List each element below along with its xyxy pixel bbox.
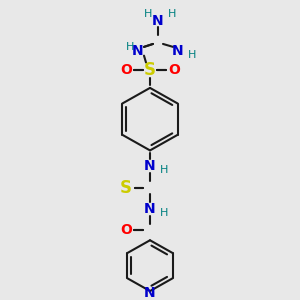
Text: N: N (144, 286, 156, 300)
Text: H: H (168, 9, 176, 19)
Text: S: S (144, 61, 156, 79)
Text: N: N (144, 159, 156, 173)
Text: H: H (144, 9, 152, 19)
Text: H: H (160, 165, 168, 175)
Text: S: S (120, 178, 132, 196)
Text: N: N (172, 44, 184, 58)
Text: H: H (188, 50, 196, 60)
Text: H: H (126, 42, 134, 52)
Text: O: O (120, 224, 132, 238)
Text: H: H (160, 208, 168, 218)
Text: N: N (152, 14, 164, 28)
Text: N: N (132, 44, 144, 58)
Text: O: O (120, 63, 132, 77)
Text: N: N (144, 202, 156, 216)
Text: O: O (168, 63, 180, 77)
